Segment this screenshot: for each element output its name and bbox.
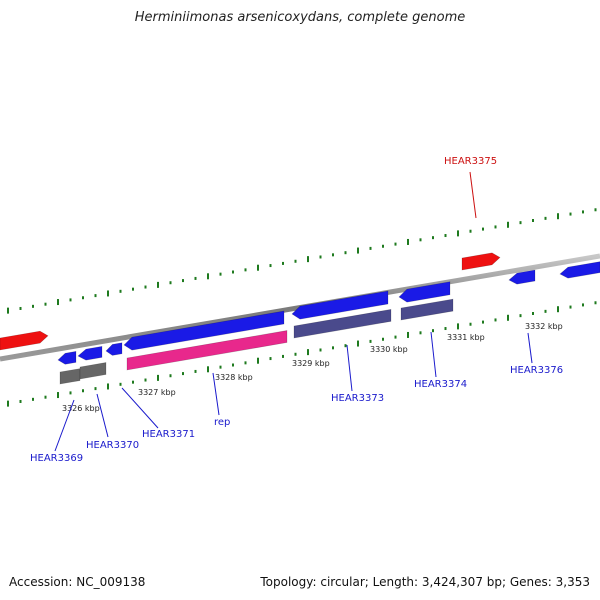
gene-label-hear3376: HEAR3376 [510,365,563,376]
scale-label: 3327 kbp [138,388,176,397]
leader-line [527,332,533,364]
gene-track-2 [126,330,288,371]
gene-label-hear3373: HEAR3373 [331,393,384,404]
scale-label: 3332 kbp [525,322,563,331]
leader-line [212,372,220,416]
reverse-gene [461,252,501,271]
scale-label: 3326 kbp [62,404,100,413]
gene-features [0,252,600,385]
gene-label-hear3375: HEAR3375 [444,156,497,167]
forward-gene [57,351,77,365]
forward-gene [123,310,285,351]
gene-track-2 [400,298,454,321]
scale-label: 3330 kbp [370,345,408,354]
gene-track-2 [79,362,107,380]
gene-label-hear3369: HEAR3369 [30,453,83,464]
gene-track-2 [293,308,392,339]
forward-gene [105,342,123,356]
leader-line [346,344,353,392]
scale-labels: 3326 kbp 3327 kbp 3328 kbp 3329 kbp 3330 kbp… [62,322,563,413]
scale-label: 3331 kbp [447,333,485,342]
gene-label-hear3374: HEAR3374 [414,379,467,390]
reverse-gene [0,330,49,351]
leader-line [121,387,159,429]
leader-line [469,171,477,219]
scale-label: 3329 kbp [292,359,330,368]
topology-text: Topology: circular; Length: 3,424,307 bp… [260,575,590,589]
gene-label-hear3371: HEAR3371 [142,429,195,440]
forward-gene [508,269,536,285]
scale-label: 3328 kbp [215,373,253,382]
forward-gene [398,281,451,303]
leader-line [54,399,75,452]
gene-track-2 [59,368,81,385]
gene-label-hear3370: HEAR3370 [86,440,139,451]
forward-gene [559,261,600,279]
leader-line [96,393,109,438]
forward-gene [291,290,389,320]
leader-line [430,331,437,378]
gene-label-rep: rep [214,417,230,428]
forward-gene [77,346,103,361]
map-title: Herminiimonas arsenicoxydans, complete g… [134,10,466,25]
tick-rows [7,208,597,407]
accession-text: Accession: NC_009138 [9,575,146,589]
